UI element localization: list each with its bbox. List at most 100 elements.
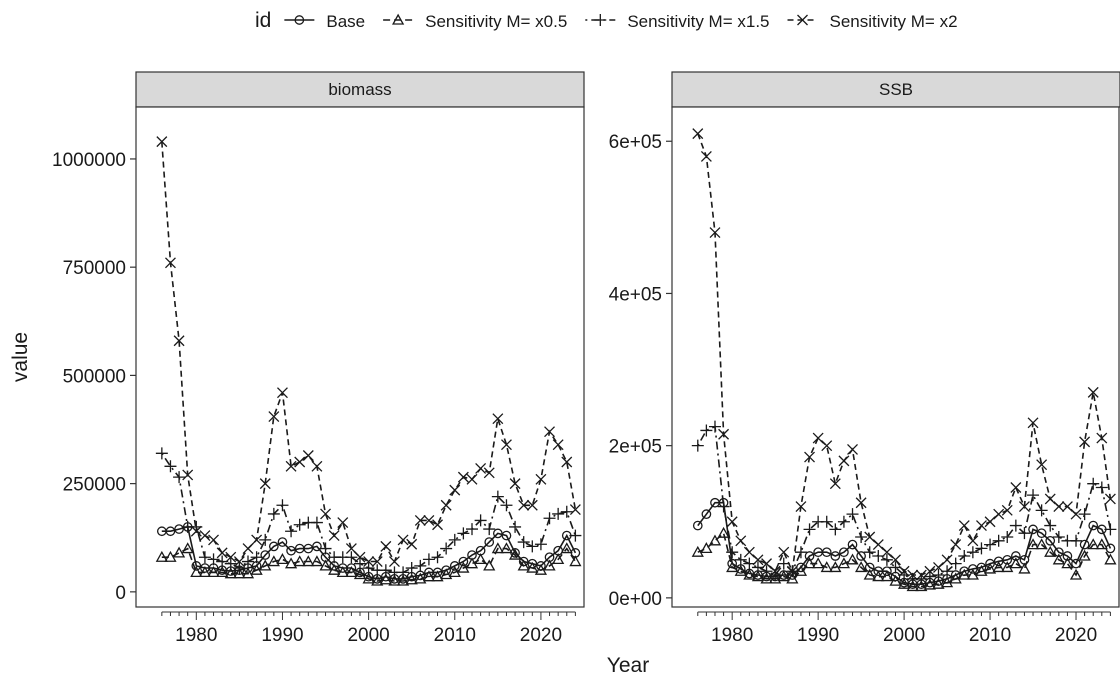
data-point — [804, 551, 815, 561]
data-point — [838, 455, 850, 467]
data-point — [777, 570, 790, 582]
panel-ssb: SSB 0e+00 2e+05 4e+05 6e+05 1980 1990 2000 2010… — [609, 71, 1120, 646]
data-point — [897, 577, 911, 589]
data-point — [457, 527, 470, 540]
data-point — [856, 551, 866, 561]
data-point — [760, 565, 773, 578]
data-point — [915, 580, 928, 592]
legend-marker — [392, 13, 405, 25]
legend-label: Sensitivity M= x0.5 — [425, 12, 567, 31]
data-point — [354, 551, 366, 563]
data-point — [216, 547, 228, 559]
data-point — [233, 556, 245, 568]
data-point — [1036, 459, 1048, 471]
data-point — [380, 540, 392, 552]
data-point — [276, 553, 289, 565]
data-point — [898, 565, 910, 577]
data-point — [483, 523, 496, 536]
x-tick-label: 2000 — [883, 625, 925, 646]
data-point — [190, 566, 203, 578]
data-point — [1052, 553, 1065, 565]
data-point — [277, 537, 288, 547]
data-point — [543, 559, 556, 571]
data-point — [552, 553, 565, 565]
data-point — [319, 559, 332, 571]
legend-marker — [797, 14, 808, 26]
data-point — [405, 573, 418, 585]
data-point — [795, 501, 807, 513]
x-tick-label: 2010 — [969, 625, 1011, 646]
y-tick-label: 750000 — [63, 258, 126, 279]
data-point — [534, 538, 547, 551]
data-point — [1010, 551, 1021, 561]
data-point — [267, 507, 280, 520]
data-point — [1002, 554, 1013, 565]
data-point — [751, 570, 765, 582]
data-point — [743, 568, 756, 580]
x-tick-label: 2000 — [347, 625, 389, 646]
data-point — [1044, 545, 1057, 557]
data-point — [923, 570, 936, 583]
data-point — [846, 553, 859, 565]
series-sensitivity-m-x0-5 — [155, 542, 582, 586]
data-point — [1061, 557, 1074, 569]
data-point — [958, 520, 970, 532]
data-point — [1096, 432, 1108, 444]
data-point — [293, 518, 306, 531]
data-point — [431, 570, 444, 582]
data-point — [1061, 501, 1073, 513]
data-point — [803, 557, 816, 569]
data-point — [198, 551, 211, 564]
data-point — [302, 555, 315, 567]
legend-entry: Sensitivity M= x1.5 — [585, 12, 770, 31]
data-point — [251, 534, 263, 546]
data-point — [508, 548, 522, 560]
data-point — [1104, 523, 1117, 536]
data-point — [379, 564, 392, 577]
legend-entry: Base — [284, 12, 365, 31]
data-point — [422, 570, 436, 582]
data-point — [293, 555, 306, 567]
data-point — [769, 565, 781, 577]
data-point — [1027, 489, 1040, 502]
data-point — [207, 566, 220, 578]
data-point — [1010, 482, 1022, 493]
y-tick-label: 6e+05 — [609, 132, 662, 153]
data-point — [829, 561, 842, 573]
x-tick-label: 1990 — [797, 625, 839, 646]
y-tick-label: 0 — [115, 583, 126, 604]
data-point — [726, 546, 739, 559]
data-point — [976, 562, 987, 573]
data-point — [440, 499, 452, 511]
data-point — [975, 564, 988, 576]
data-point — [406, 538, 418, 550]
data-point — [1001, 561, 1014, 573]
data-point — [691, 439, 704, 452]
data-point — [1001, 504, 1013, 516]
data-point — [156, 136, 168, 148]
data-point — [1087, 386, 1099, 398]
data-point — [414, 514, 426, 526]
data-point — [804, 451, 815, 463]
y-tick-label: 0e+00 — [609, 589, 662, 610]
data-point — [983, 562, 997, 574]
data-point — [492, 528, 503, 539]
data-point — [1009, 557, 1022, 569]
data-point — [691, 545, 704, 557]
data-point — [1095, 538, 1108, 550]
data-point — [457, 561, 470, 573]
data-point — [353, 568, 367, 580]
data-point — [933, 561, 944, 573]
data-point — [552, 507, 565, 520]
data-point — [492, 413, 504, 425]
data-point — [1070, 534, 1083, 547]
data-point — [233, 567, 246, 579]
data-point — [992, 561, 1005, 573]
data-point — [310, 555, 324, 567]
x-tick-label: 2010 — [434, 625, 476, 646]
data-point — [717, 526, 730, 538]
panel-title: SSB — [879, 80, 913, 99]
data-point — [310, 516, 323, 529]
data-point — [1069, 568, 1083, 580]
data-point — [889, 574, 902, 586]
